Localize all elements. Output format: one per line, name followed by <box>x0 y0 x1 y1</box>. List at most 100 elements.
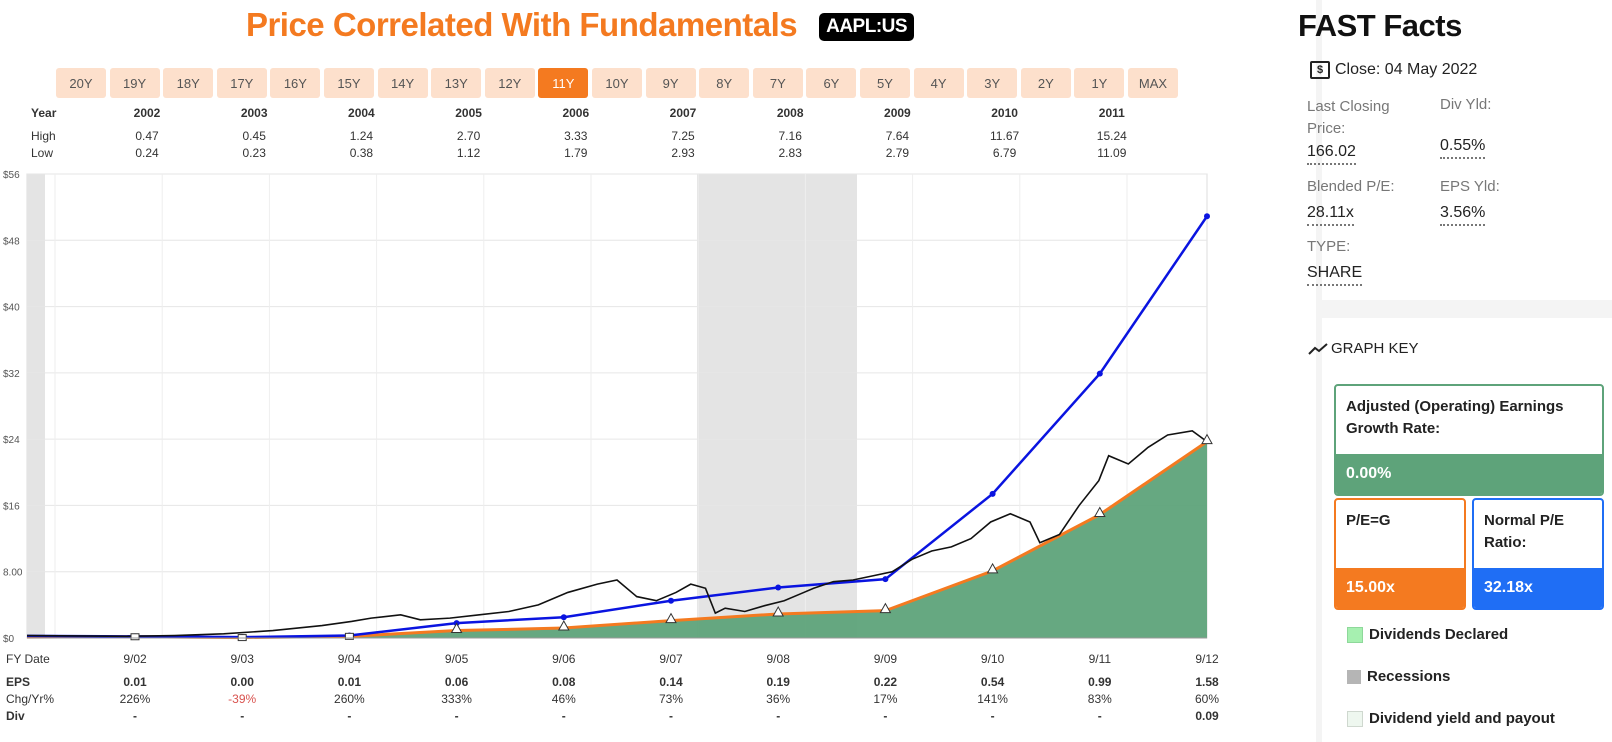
normal-pe-point <box>775 584 782 591</box>
blended-pe-value[interactable]: 28.11x <box>1307 204 1354 226</box>
eps-cell: 0.14 <box>659 675 683 689</box>
eps-marker <box>450 622 463 634</box>
range-button-17y[interactable]: 17Y <box>216 68 267 98</box>
year-cell: 2005 <box>455 106 482 120</box>
normal-pe-box[interactable]: Normal P/E Ratio: 32.18x <box>1472 498 1604 610</box>
eps-cell: 0.01 <box>337 675 362 689</box>
range-button-20y[interactable]: 20Y <box>56 68 106 98</box>
div-cell: - <box>990 709 995 723</box>
high-cell: 1.24 <box>349 129 374 143</box>
y-tick-label: $16 <box>3 501 20 512</box>
fy-date-cell: 9/02 <box>123 652 147 666</box>
last-closing-value[interactable]: 166.02 <box>1307 143 1356 165</box>
peg-value: 15.00x <box>1336 568 1464 608</box>
range-button-15y[interactable]: 15Y <box>324 68 374 98</box>
year-cell: 2010 <box>991 106 1018 120</box>
eps-yld-label: EPS Yld: <box>1440 178 1500 195</box>
recessions-swatch-icon <box>1347 669 1361 684</box>
low-cell: 0.24 <box>135 146 159 160</box>
year-cell: 2007 <box>669 106 697 120</box>
normal-pe-point <box>1096 370 1103 377</box>
range-button-10y[interactable]: 10Y <box>592 68 642 98</box>
chg-cell: 60% <box>1194 692 1220 706</box>
range-button-11y[interactable]: 11Y <box>538 68 589 98</box>
normal-pe-point <box>1204 213 1210 220</box>
div-cell: - <box>240 709 245 723</box>
range-button-3y[interactable]: 3Y <box>967 68 1018 98</box>
year-cell: 2002 <box>133 106 161 120</box>
legend-dividend-yield[interactable]: Dividend yield and payout <box>1347 710 1555 727</box>
dividends-swatch-icon <box>1347 626 1363 643</box>
low-cell: 6.79 <box>992 146 1017 160</box>
fy-date-cell: 9/09 <box>873 652 898 666</box>
chg-label: Chg/Yr% <box>6 692 55 706</box>
div-cell: - <box>1097 709 1102 723</box>
div-cell: - <box>454 709 459 723</box>
eps-cell: 0.00 <box>230 675 254 689</box>
y-tick-label: 8.00 <box>3 568 23 579</box>
chg-cell: 46% <box>551 692 576 706</box>
adjusted-growth-box[interactable]: Adjusted (Operating) Earnings Growth Rat… <box>1334 384 1604 496</box>
type-value[interactable]: SHARE <box>1307 264 1363 286</box>
low-cell: 0.38 <box>349 146 374 160</box>
high-cell: 3.33 <box>564 129 588 143</box>
eps-cell: 0.01 <box>123 675 147 689</box>
range-button-7y[interactable]: 7Y <box>752 68 803 98</box>
normal-pe-value: 32.18x <box>1474 568 1602 608</box>
price-line <box>26 430 1208 638</box>
ticker-badge: AAPL:US <box>819 13 915 41</box>
normal-pe-point <box>989 490 996 497</box>
range-button-max[interactable]: MAX <box>1128 68 1178 98</box>
low-cell: 0.23 <box>242 146 266 160</box>
range-button-16y[interactable]: 16Y <box>270 68 321 98</box>
div-yld-label: Div Yld: <box>1440 96 1492 113</box>
eps-cell: 0.54 <box>980 675 1005 689</box>
trend-line-icon <box>1308 342 1328 355</box>
low-cell: 2.93 <box>671 146 695 160</box>
chg-cell: 333% <box>441 692 472 706</box>
recession-band <box>27 174 45 638</box>
eps-marker <box>557 620 570 631</box>
adjusted-growth-value: 0.00% <box>1336 454 1602 494</box>
fy-date-cell: 9/06 <box>552 652 576 666</box>
range-button-5y[interactable]: 5Y <box>860 68 910 98</box>
range-button-14y[interactable]: 14Y <box>377 68 428 98</box>
div-yld-value[interactable]: 0.55% <box>1440 137 1486 159</box>
year-cell: 2006 <box>562 106 590 120</box>
eps-marker <box>1093 506 1106 518</box>
div-cell: - <box>347 709 352 723</box>
fy-date-cell: 9/07 <box>659 652 683 666</box>
range-button-4y[interactable]: 4Y <box>913 68 964 98</box>
dividend-yield-swatch-icon <box>1347 710 1363 727</box>
range-button-12y[interactable]: 12Y <box>484 68 535 98</box>
range-button-8y[interactable]: 8Y <box>699 68 750 98</box>
legend-dividends[interactable]: Dividends Declared <box>1347 626 1508 643</box>
chart-title: Price Correlated With Fundamentals AAPL:U… <box>0 6 1160 44</box>
range-button-6y[interactable]: 6Y <box>806 68 857 98</box>
chg-cell: -39% <box>228 692 257 706</box>
range-button-18y[interactable]: 18Y <box>163 68 214 98</box>
eps-yld-value[interactable]: 3.56% <box>1440 204 1486 226</box>
fy-date-cell: 9/04 <box>337 652 362 666</box>
adjusted-growth-label: Adjusted (Operating) Earnings Growth Rat… <box>1346 398 1564 437</box>
range-button-2y[interactable]: 2Y <box>1020 68 1071 98</box>
blended-pe-label: Blended P/E: <box>1307 178 1395 195</box>
last-closing-label: Last Closing Price: <box>1307 98 1390 137</box>
chg-cell: 141% <box>977 692 1008 706</box>
normal-pe-point <box>882 576 889 583</box>
range-button-19y[interactable]: 19Y <box>109 68 160 98</box>
range-button-9y[interactable]: 9Y <box>645 68 696 98</box>
range-button-1y[interactable]: 1Y <box>1074 68 1125 98</box>
div-cell: 0.09 <box>1195 709 1219 723</box>
eps-marker <box>772 605 785 617</box>
legend-recessions[interactable]: Recessions <box>1347 668 1450 685</box>
range-button-13y[interactable]: 13Y <box>431 68 482 98</box>
normal-pe-line <box>26 215 1209 639</box>
year-cell: 2008 <box>776 106 804 120</box>
fy-date-cell: 9/05 <box>444 652 469 666</box>
div-cell: - <box>561 709 566 723</box>
div-cell: - <box>883 709 888 723</box>
y-tick-label: $48 <box>3 236 20 247</box>
peg-box[interactable]: P/E=G 15.00x <box>1334 498 1466 610</box>
normal-pe-label: Normal P/E Ratio: <box>1484 512 1565 551</box>
